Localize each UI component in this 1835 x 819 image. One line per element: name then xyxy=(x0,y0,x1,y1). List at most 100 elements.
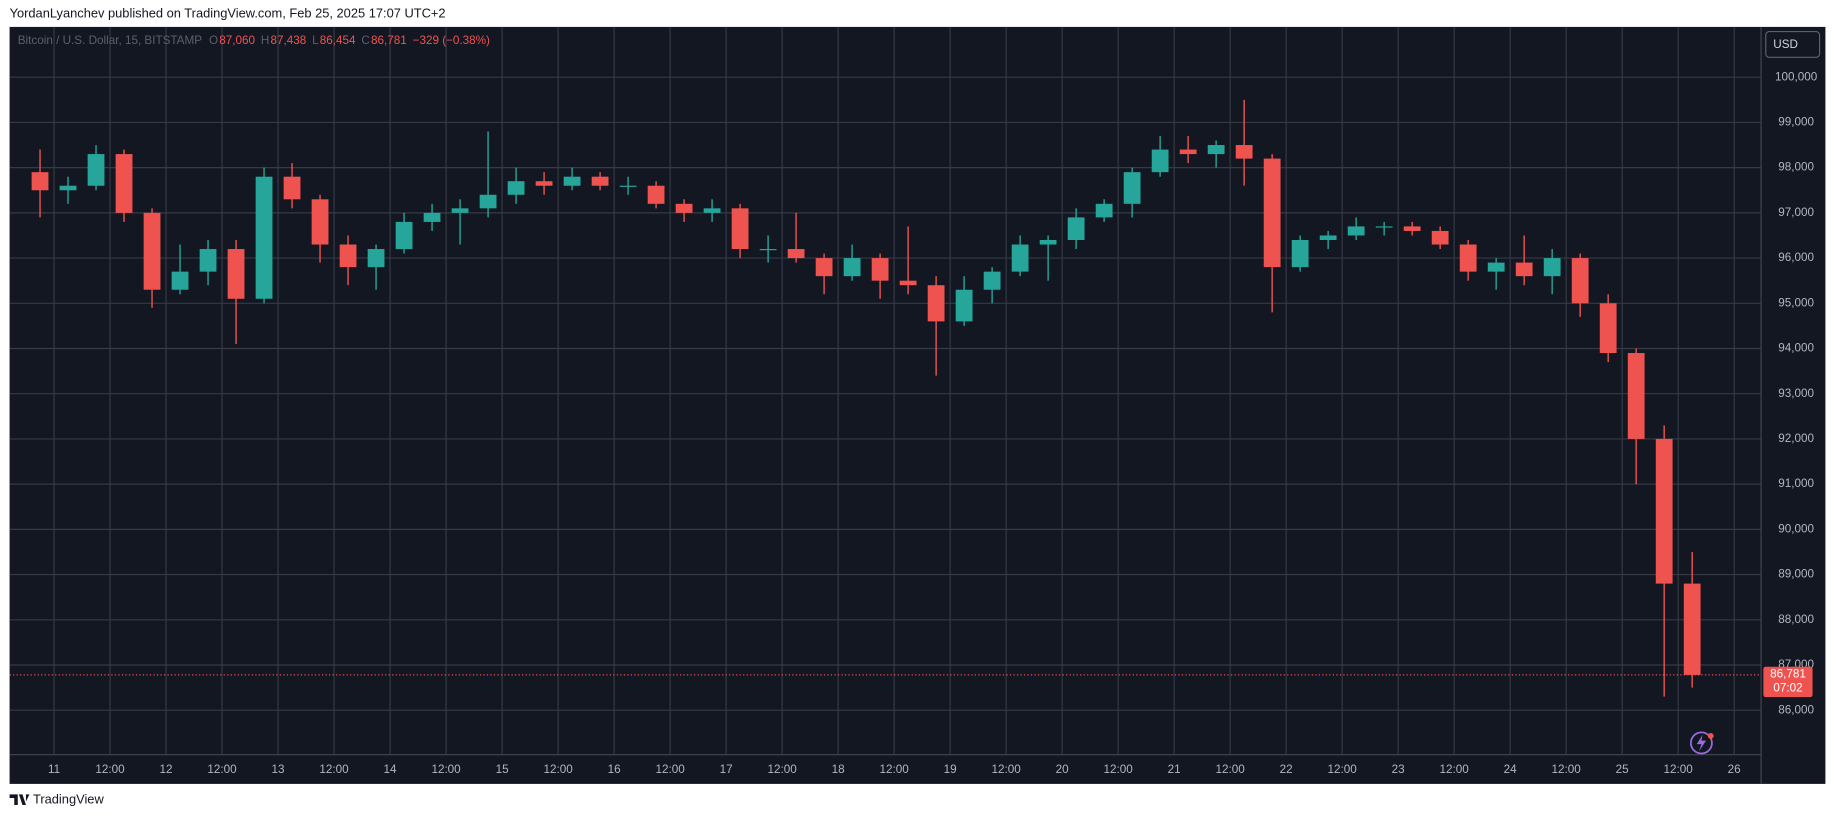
candle-body xyxy=(843,258,861,277)
candle-body xyxy=(311,199,329,245)
x-tick-label: 25 xyxy=(1616,763,1630,776)
x-tick-label: 18 xyxy=(832,763,845,776)
candle-body xyxy=(1291,239,1309,268)
x-tick-label: 26 xyxy=(1728,763,1741,776)
candle-body xyxy=(927,285,945,322)
ohlc-value: 87,438 xyxy=(271,34,307,47)
y-tick-label: 92,000 xyxy=(1778,432,1814,445)
candle-body xyxy=(1571,258,1589,304)
x-tick-label: 16 xyxy=(608,763,621,776)
y-tick-label: 94,000 xyxy=(1778,342,1814,355)
candle-body xyxy=(563,176,581,186)
ohlc-key: L xyxy=(312,34,319,47)
candle-body xyxy=(619,185,637,187)
countdown-label: 07:02 xyxy=(1773,681,1802,694)
candle-body xyxy=(31,172,49,191)
y-tick-label: 90,000 xyxy=(1778,522,1814,535)
last-price-label: 86,781 xyxy=(1770,667,1806,680)
candle-body xyxy=(1207,145,1225,155)
candle-body xyxy=(507,181,525,195)
y-tick-label: 98,000 xyxy=(1778,161,1814,174)
y-tick-label: 93,000 xyxy=(1778,387,1814,400)
candle-body xyxy=(899,280,917,286)
candle-body xyxy=(1067,217,1085,240)
y-tick-label: 86,000 xyxy=(1778,703,1814,716)
change-value: −329 (−0.38%) xyxy=(413,34,490,47)
x-tick-label: 12:00 xyxy=(767,763,797,776)
x-tick-label: 12:00 xyxy=(1664,763,1694,776)
icon-bolt xyxy=(1696,734,1707,752)
x-tick-label: 12:00 xyxy=(1552,763,1582,776)
x-tick-label: 12:00 xyxy=(1440,763,1470,776)
candle-body xyxy=(395,221,413,250)
x-tick-label: 22 xyxy=(1280,763,1293,776)
y-tick-label: 91,000 xyxy=(1778,477,1814,490)
last-price-badge xyxy=(1763,666,1813,698)
icon-ring xyxy=(1689,731,1713,755)
candle-body xyxy=(255,176,273,299)
candle-body xyxy=(1179,149,1197,155)
footer-brand: TradingView xyxy=(33,792,104,807)
x-tick-label: 14 xyxy=(384,763,398,776)
candle-body xyxy=(1319,235,1337,240)
x-tick-label: 24 xyxy=(1504,763,1518,776)
x-tick-label: 12:00 xyxy=(543,763,573,776)
candle-body xyxy=(143,212,161,290)
icon-dot xyxy=(1707,733,1714,739)
x-tick-label: 12:00 xyxy=(991,763,1021,776)
currency-label: USD xyxy=(1773,38,1798,51)
candle-body xyxy=(1375,226,1393,228)
candle-body xyxy=(87,154,105,186)
candle-body xyxy=(1655,438,1673,584)
candle-body xyxy=(171,271,189,290)
candle-body xyxy=(1403,226,1421,231)
candle-body xyxy=(199,249,217,272)
y-tick-label: 97,000 xyxy=(1778,206,1814,219)
candle-body xyxy=(1683,583,1701,675)
assistant-icon[interactable] xyxy=(1689,731,1714,755)
candle-body xyxy=(1515,262,1533,277)
ohlc-key: O xyxy=(209,34,218,47)
candle-body xyxy=(1123,172,1141,204)
candle-body xyxy=(1011,244,1029,272)
candle-body xyxy=(1347,226,1365,236)
symbol-title: Bitcoin / U.S. Dollar, 15, BITSTAMP xyxy=(18,34,202,47)
candle-body xyxy=(647,185,665,204)
x-tick-label: 21 xyxy=(1168,763,1181,776)
candle-body xyxy=(759,249,777,251)
candle-body xyxy=(227,249,245,299)
publish-header: YordanLyanchev published on TradingView.… xyxy=(10,5,446,20)
candle-body xyxy=(1263,158,1281,268)
x-tick-label: 12:00 xyxy=(879,763,909,776)
x-tick-label: 23 xyxy=(1392,763,1405,776)
footer-logo: TradingView xyxy=(9,792,104,807)
y-tick-label: 89,000 xyxy=(1778,568,1814,581)
candle-body xyxy=(283,176,301,200)
candle-body xyxy=(731,208,749,250)
x-tick-label: 20 xyxy=(1056,763,1070,776)
currency-button[interactable] xyxy=(1765,31,1821,58)
candle-body xyxy=(1095,203,1113,218)
x-tick-label: 12:00 xyxy=(1216,763,1246,776)
x-tick-label: 11 xyxy=(48,763,60,776)
candle-body xyxy=(1627,353,1645,439)
candle-body xyxy=(59,185,77,191)
y-tick-label: 100,000 xyxy=(1775,70,1818,83)
candle-body xyxy=(367,249,385,268)
ohlc-key: H xyxy=(261,34,269,47)
candle-body xyxy=(1459,244,1477,272)
candle-body xyxy=(871,258,889,281)
x-tick-label: 12 xyxy=(160,763,173,776)
y-tick-label: 95,000 xyxy=(1778,296,1814,309)
ohlc-value: 86,454 xyxy=(320,34,356,47)
chart-pane xyxy=(9,26,1826,784)
ohlc-value: 87,060 xyxy=(219,34,255,47)
x-tick-label: 19 xyxy=(944,763,957,776)
candle-body xyxy=(1487,262,1505,272)
candle-body xyxy=(815,258,833,277)
x-tick-label: 17 xyxy=(720,763,733,776)
candle-body xyxy=(591,176,609,186)
x-tick-label: 12:00 xyxy=(1328,763,1358,776)
candle-body xyxy=(451,208,469,213)
candle-body xyxy=(1599,303,1617,354)
